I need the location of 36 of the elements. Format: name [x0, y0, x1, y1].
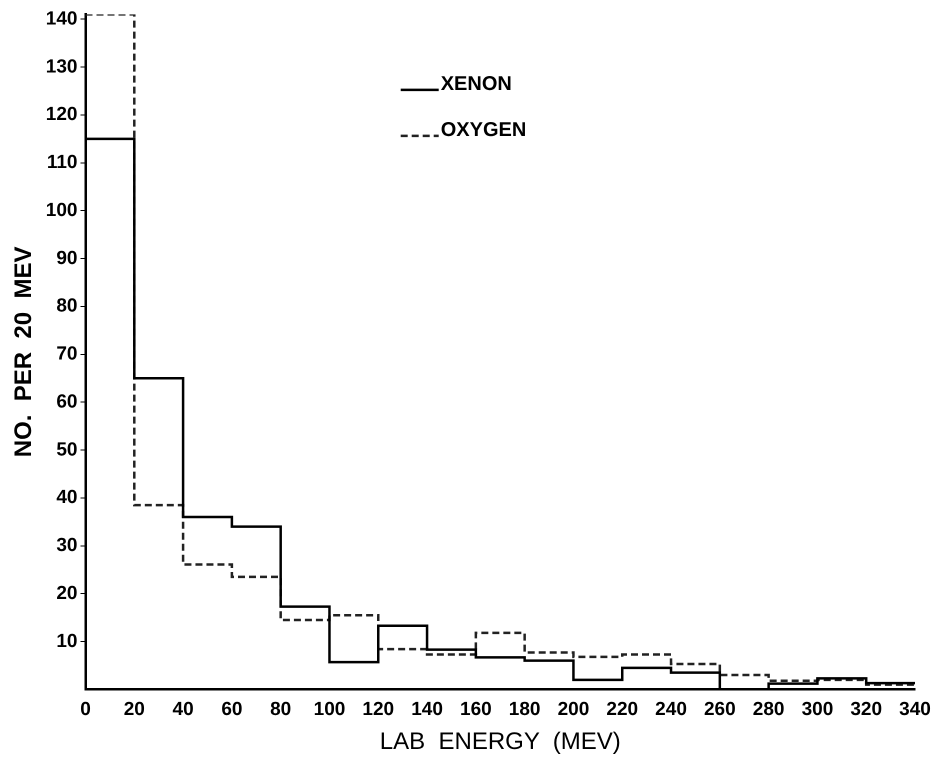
y-axis-title: NO. PER 20 MEV	[10, 246, 38, 458]
x-tick-label: 160	[460, 699, 492, 720]
x-tick-label: 0	[80, 699, 91, 720]
y-tick-label: 70	[56, 344, 78, 365]
x-tick-label: 260	[704, 699, 736, 720]
x-tick-label: 120	[362, 699, 394, 720]
x-tick-label: 220	[606, 699, 638, 720]
x-tick-label: 200	[558, 699, 590, 720]
x-tick-label: 180	[508, 699, 540, 720]
x-tick-label: 140	[411, 699, 443, 720]
y-tick-label: 20	[56, 582, 78, 604]
x-tick-label: 280	[752, 699, 784, 720]
y-tick-label: 10	[56, 630, 78, 652]
x-axis-title: LAB ENERGY (MEV)	[380, 728, 621, 756]
y-tick-label: 60	[56, 391, 78, 412]
y-tick-label: 80	[56, 296, 78, 317]
y-tick-label: 100	[46, 200, 78, 221]
legend-label: OXYGEN	[440, 118, 526, 141]
x-tick-label: 300	[802, 699, 834, 720]
y-tick-label: 40	[56, 487, 78, 508]
legend-label: XENON	[440, 72, 512, 95]
y-tick-label: 50	[56, 439, 78, 460]
y-tick-label: 120	[46, 104, 78, 126]
y-tick-label: 30	[56, 535, 78, 556]
y-tick-label: 90	[56, 248, 78, 269]
x-tick-label: 40	[172, 699, 194, 720]
x-tick-label: 100	[314, 699, 346, 720]
y-tick-label: 140	[46, 8, 78, 30]
x-tick-label: 20	[124, 699, 145, 720]
x-tick-label: 60	[221, 699, 242, 720]
x-tick-label: 240	[655, 699, 687, 720]
x-tick-label: 320	[850, 699, 882, 720]
x-tick-label: 80	[270, 699, 292, 720]
y-tick-label: 110	[46, 152, 78, 174]
x-tick-label: 340	[899, 699, 931, 720]
y-tick-label: 130	[46, 56, 78, 78]
